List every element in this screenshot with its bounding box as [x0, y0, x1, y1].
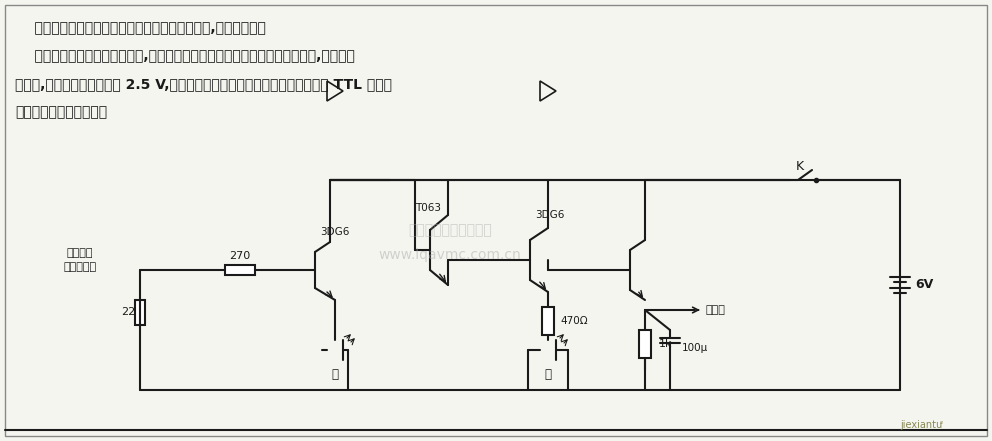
Bar [542, 307, 554, 335]
Text: 杭州洛奇电子有限公司: 杭州洛奇电子有限公司 [408, 223, 492, 237]
Text: 本电路输入信号来自录音机的扬声器或耳机插孔,转换到微机。: 本电路输入信号来自录音机的扬声器或耳机插孔,转换到微机。 [15, 21, 266, 35]
Text: 1k: 1k [659, 339, 673, 349]
Text: 自录音机
喇叭或耳机: 自录音机 喇叭或耳机 [63, 248, 96, 272]
Text: 至微机: 至微机 [705, 305, 725, 315]
Text: 红: 红 [545, 369, 552, 381]
Text: 470Ω: 470Ω [560, 316, 587, 326]
Text: 绿: 绿 [331, 369, 338, 381]
Text: 22: 22 [121, 307, 135, 317]
Text: 和射极跟随器输至微机。: 和射极跟随器输至微机。 [15, 105, 107, 119]
Bar [135, 300, 145, 325]
Text: 100μ: 100μ [682, 343, 708, 353]
Text: 绿色发光二极管指示信号电平,红色发光二极管指示工作状态。调节音量旋钮,点亮发光: 绿色发光二极管指示信号电平,红色发光二极管指示工作状态。调节音量旋钮,点亮发光 [15, 49, 355, 63]
Bar [639, 330, 651, 358]
Text: 3DG6: 3DG6 [320, 227, 349, 237]
Text: 270: 270 [229, 251, 251, 261]
Text: 3DG6: 3DG6 [535, 210, 564, 220]
Bar [225, 265, 255, 275]
Text: www.lqavmc.com.cn: www.lqavmc.com.cn [379, 248, 522, 262]
Text: T063: T063 [415, 203, 441, 213]
Text: jiexiantu: jiexiantu [900, 420, 942, 430]
Text: 二极管,即表示输入幅度已达 2.5 V,这时抗干扰能力较强。输入信号同时经两级 TTL 反相器: 二极管,即表示输入幅度已达 2.5 V,这时抗干扰能力较强。输入信号同时经两级 … [15, 77, 392, 91]
Text: 6V: 6V [915, 279, 933, 292]
Text: K: K [796, 160, 805, 172]
Text: ²: ² [940, 421, 943, 430]
